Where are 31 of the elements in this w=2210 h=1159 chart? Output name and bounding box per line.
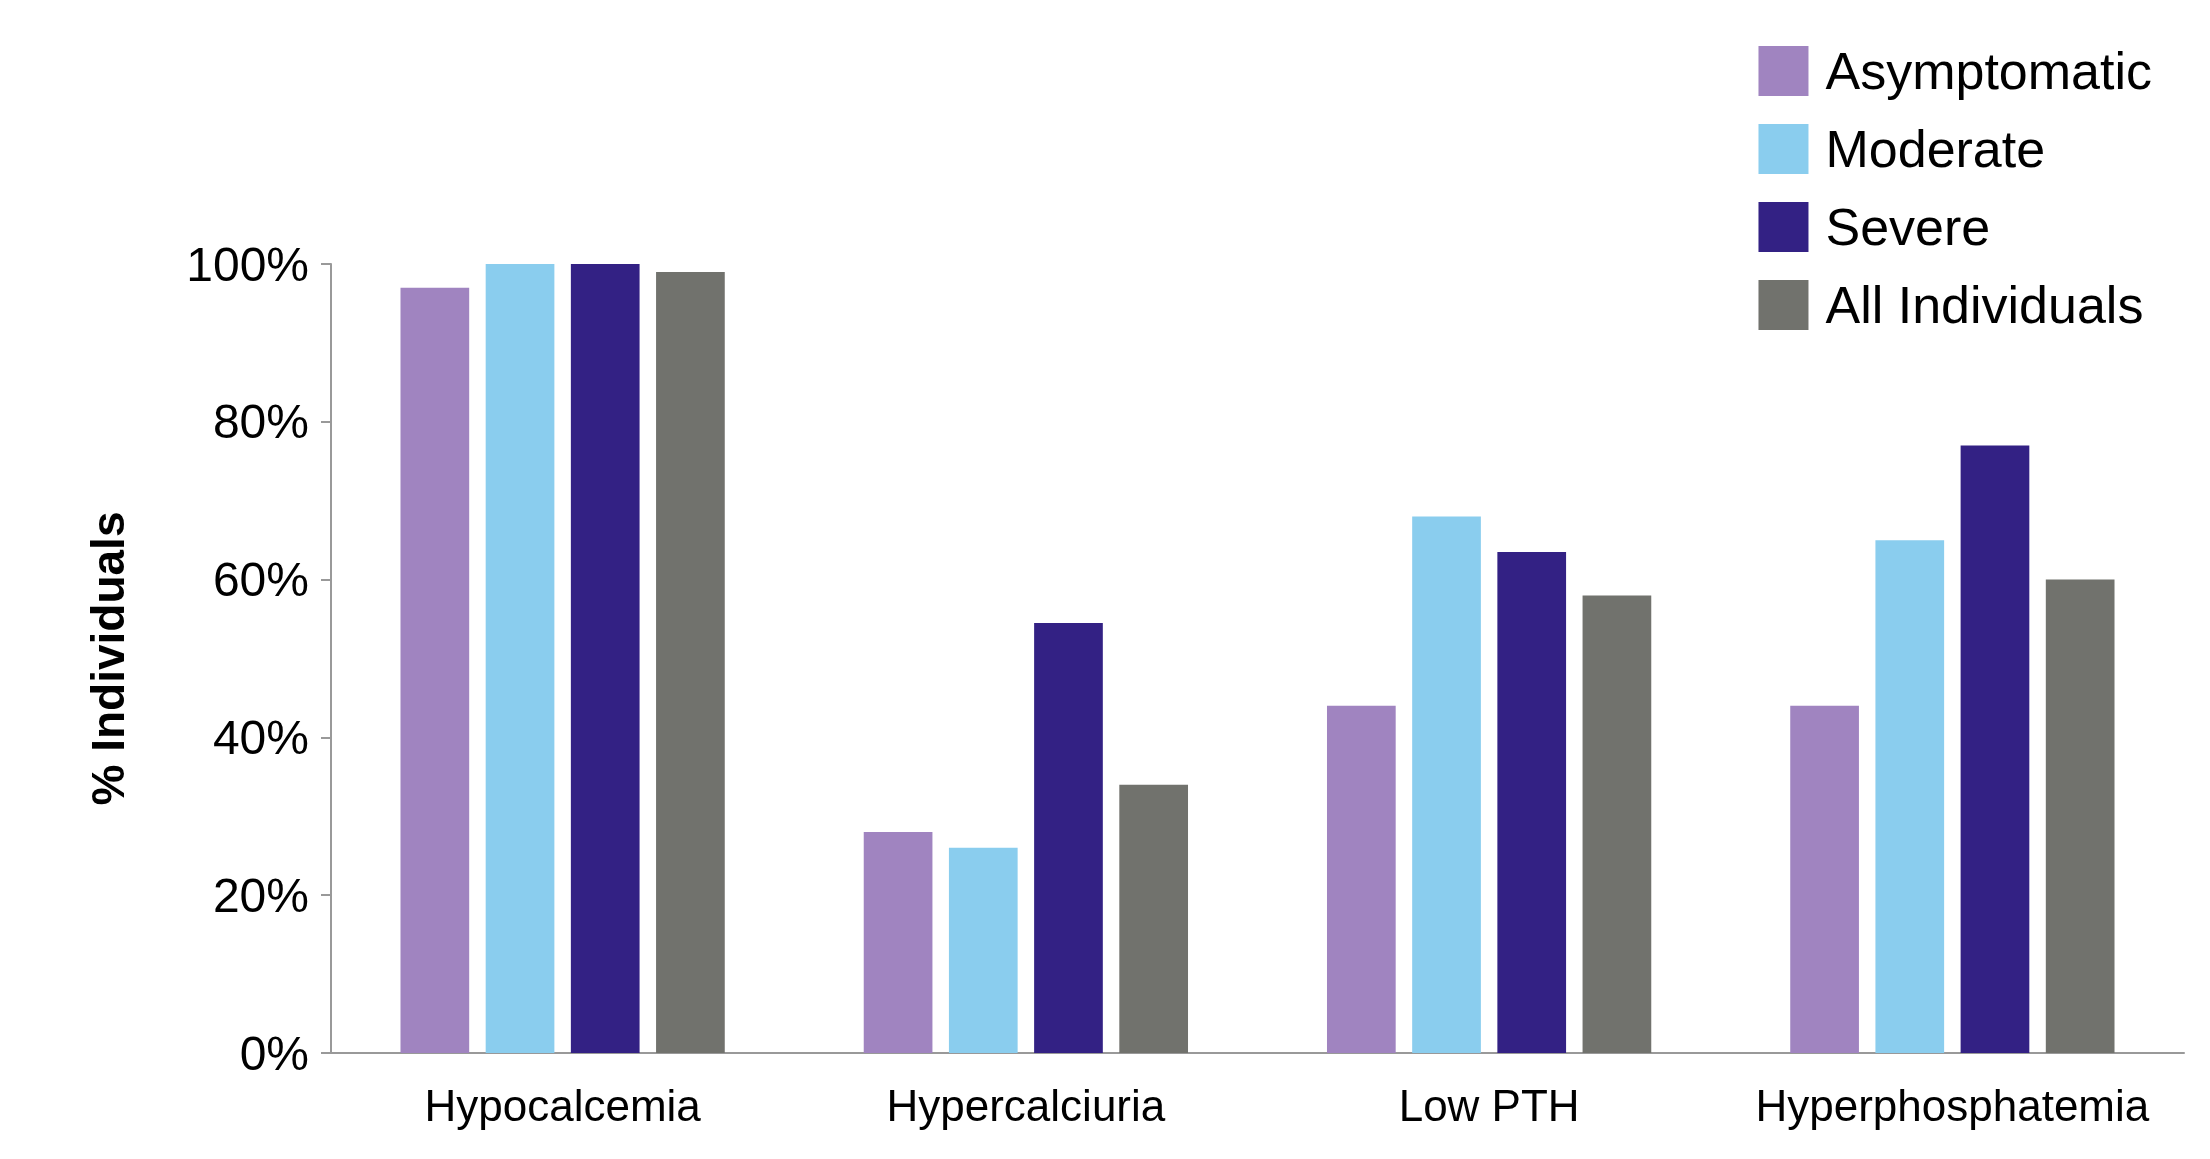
- bar: [2045, 579, 2115, 1053]
- y-tick-label: 40%: [212, 710, 309, 764]
- legend-label: Asymptomatic: [1825, 42, 2153, 100]
- bar: [1875, 540, 1945, 1053]
- x-tick-label: Low PTH: [1398, 1080, 1580, 1130]
- bar: [1582, 595, 1652, 1053]
- x-tick-label: Hypocalcemia: [424, 1080, 702, 1130]
- bar: [1326, 705, 1396, 1053]
- bar: [1119, 784, 1189, 1053]
- bar: [400, 287, 470, 1053]
- y-tick-label: 80%: [212, 395, 309, 449]
- bar: [948, 847, 1018, 1053]
- bar: [1497, 551, 1567, 1053]
- legend-label: All Individuals: [1825, 276, 2144, 334]
- y-tick-label: 60%: [212, 553, 309, 607]
- bar: [1790, 705, 1859, 1053]
- y-tick-label: 20%: [212, 868, 309, 922]
- y-axis-title: % Individuals: [82, 511, 134, 806]
- bar: [1034, 623, 1103, 1053]
- bar: [656, 271, 725, 1053]
- bar: [863, 832, 933, 1053]
- legend-label: Severe: [1825, 198, 1991, 256]
- x-tick-label: Hyperphosphatemia: [1755, 1080, 2150, 1130]
- bar: [1960, 445, 2030, 1053]
- y-tick-label: 100%: [186, 237, 309, 291]
- bar: [1412, 516, 1481, 1053]
- y-tick-label: 0%: [239, 1026, 309, 1080]
- legend-label: Moderate: [1825, 120, 2046, 178]
- bar: [485, 264, 555, 1053]
- x-tick-label: Hypercalciuria: [886, 1080, 1166, 1130]
- bar: [570, 264, 640, 1053]
